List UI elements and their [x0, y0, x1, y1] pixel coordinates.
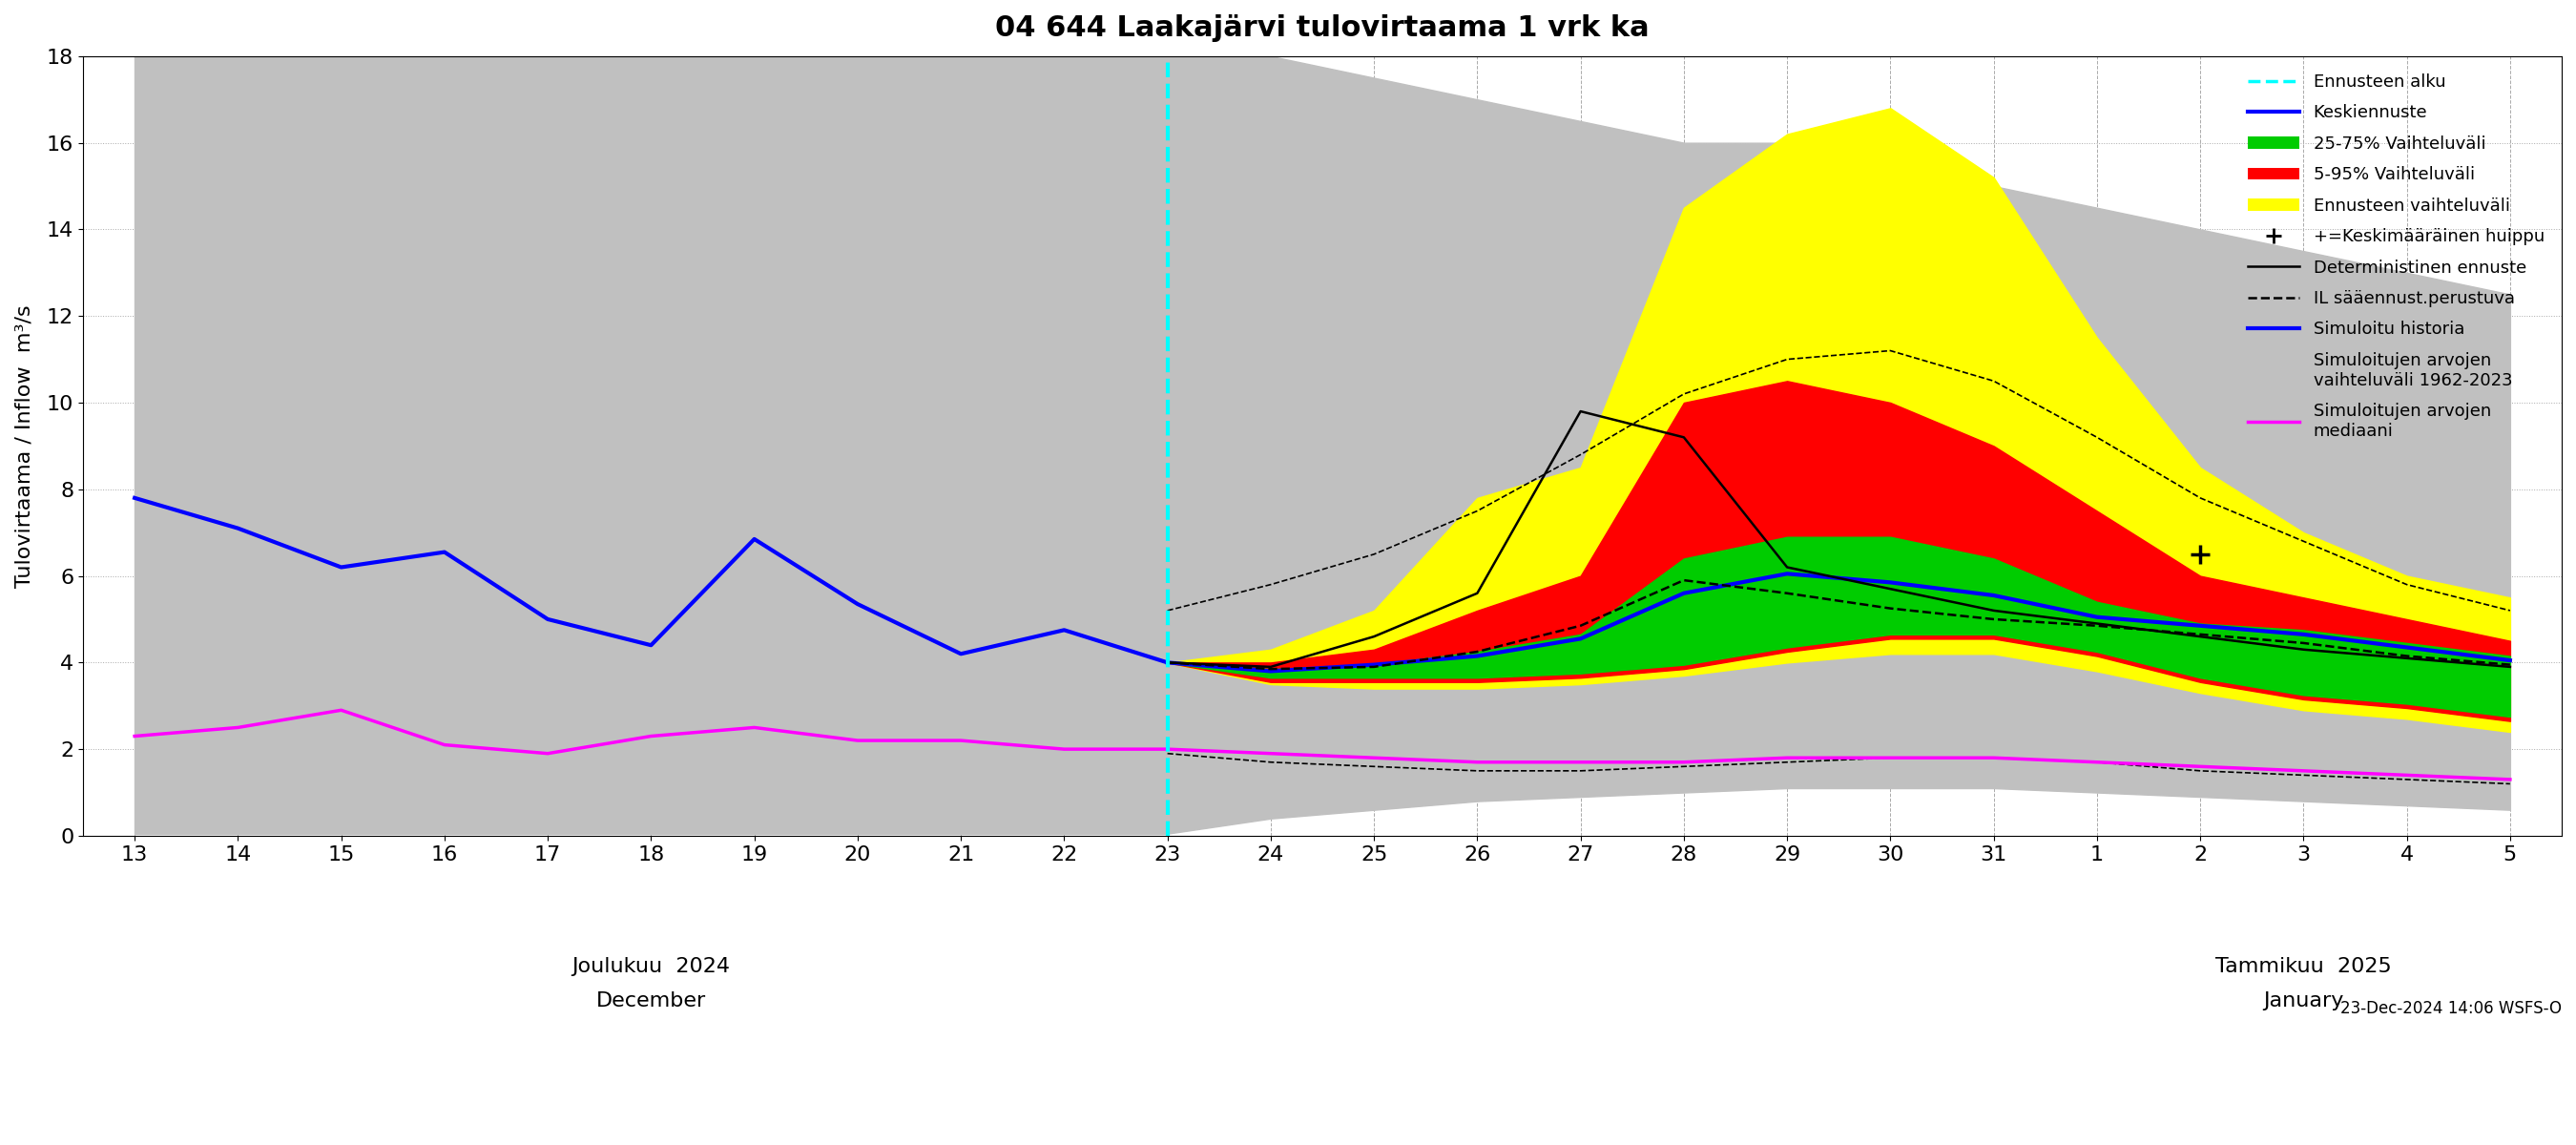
Y-axis label: Tulovirtaama / Inflow  m³/s: Tulovirtaama / Inflow m³/s: [15, 305, 33, 587]
Text: Tammikuu  2025: Tammikuu 2025: [2215, 957, 2391, 977]
Text: December: December: [595, 992, 706, 1011]
Legend: Ennusteen alku, Keskiennuste, 25-75% Vaihteluväli, 5-95% Vaihteluväli, Ennusteen: Ennusteen alku, Keskiennuste, 25-75% Vai…: [2239, 65, 2553, 449]
Text: Joulukuu  2024: Joulukuu 2024: [572, 957, 729, 977]
Title: 04 644 Laakajärvi tulovirtaama 1 vrk ka: 04 644 Laakajärvi tulovirtaama 1 vrk ka: [994, 14, 1649, 42]
Text: 23-Dec-2024 14:06 WSFS-O: 23-Dec-2024 14:06 WSFS-O: [2342, 1001, 2561, 1018]
Text: January: January: [2264, 992, 2344, 1011]
